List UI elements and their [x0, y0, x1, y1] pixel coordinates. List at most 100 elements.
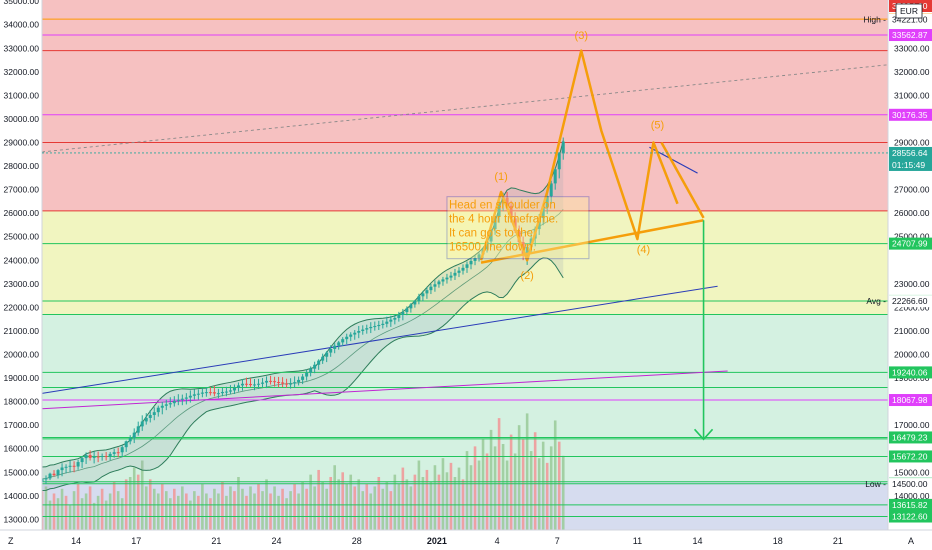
- volume-bar: [469, 465, 473, 530]
- price-tag-bg: [889, 510, 932, 523]
- countdown-label: 01:15:49: [892, 160, 925, 170]
- volume-bar: [401, 467, 405, 530]
- marker-bg: [889, 295, 932, 308]
- candle-body: [236, 385, 240, 388]
- volume-bar: [88, 486, 92, 530]
- y-tick-label: 28000.00: [4, 161, 40, 171]
- y-tick-label: 35000.00: [4, 0, 40, 6]
- volume-bar: [52, 493, 56, 530]
- volume-bar: [273, 486, 276, 530]
- y-tick-label: 33000.00: [4, 43, 40, 53]
- volume-bar: [409, 486, 413, 530]
- candle-body: [277, 382, 281, 384]
- wave-label: (3): [575, 30, 588, 42]
- pattern-line-1: [480, 219, 704, 264]
- volume-bar: [285, 498, 288, 530]
- candle-body: [64, 466, 68, 468]
- candle-body: [341, 339, 345, 343]
- candle-body: [52, 473, 56, 476]
- candle-body: [261, 382, 265, 384]
- timezone-label[interactable]: Z: [8, 536, 14, 546]
- candle-body: [244, 383, 248, 385]
- volume-bar: [529, 451, 533, 530]
- volume-bar: [261, 491, 264, 530]
- volume-bar: [84, 493, 88, 530]
- y-tick-label: 21000.00: [4, 326, 40, 336]
- currency-label[interactable]: EUR: [900, 6, 918, 16]
- candle-body: [289, 383, 293, 385]
- candle-body: [96, 456, 100, 458]
- volume-bar: [189, 500, 192, 530]
- volume-bar: [433, 465, 437, 530]
- x-tick-label: 24: [272, 536, 282, 546]
- volume-bar: [533, 432, 537, 530]
- candle-body: [248, 383, 252, 386]
- candle-body: [457, 270, 461, 273]
- candle-body: [216, 393, 220, 395]
- auto-scale-label[interactable]: A: [908, 536, 914, 546]
- pattern-line-2: [660, 141, 705, 219]
- price-tag-label: 33562.87: [892, 30, 928, 40]
- y-tick-label-right: 21000.00: [894, 326, 930, 336]
- price-level-lines: [41, 18, 889, 518]
- candle-body: [561, 141, 565, 154]
- volume-bar: [241, 488, 244, 530]
- volume-bar: [201, 484, 204, 530]
- volume-bar: [269, 493, 272, 530]
- volume-bar: [489, 429, 493, 530]
- y-tick-label: 27000.00: [4, 185, 40, 195]
- volume-bar: [313, 486, 316, 530]
- volume-bar: [453, 477, 457, 530]
- candle-body: [168, 403, 172, 405]
- price-tag-label: 16479.23: [892, 432, 928, 442]
- price-tag-label: 13615.82: [892, 500, 928, 510]
- x-tick-label: 14: [71, 536, 81, 546]
- note-box: [446, 196, 590, 260]
- marker-value: 34221.00: [892, 15, 928, 25]
- candle-body: [369, 326, 373, 329]
- volume-bar: [152, 488, 156, 530]
- candle-body: [445, 277, 449, 280]
- currency-badge[interactable]: [895, 3, 923, 19]
- price-tag-label: 18067.98: [892, 395, 928, 405]
- volume-bar: [465, 451, 469, 530]
- candle-body: [172, 400, 176, 404]
- bollinger-fill: [42, 140, 564, 491]
- candle-body: [204, 392, 208, 394]
- price-tag-bg: [889, 394, 932, 407]
- volume-bar: [509, 434, 513, 530]
- candle-body: [100, 456, 104, 458]
- candle-body: [188, 395, 192, 398]
- candle-body: [493, 216, 497, 230]
- y-tick-label: 34000.00: [4, 20, 40, 30]
- volume-bar: [56, 498, 60, 530]
- candle-body: [421, 293, 425, 297]
- candle-body: [553, 169, 557, 184]
- y-tick-label: 18000.00: [4, 397, 40, 407]
- candle-body: [325, 352, 329, 357]
- x-axis-ticks: 14 17 21 24 28 2021 4 7 11 14 18 21 Z A: [8, 536, 914, 546]
- candle-body: [56, 470, 60, 476]
- volume-bar: [365, 484, 369, 530]
- volume-bar: [116, 491, 120, 530]
- trend-line-dashed: [41, 64, 889, 153]
- volume-bar: [321, 481, 324, 530]
- volume-bar: [325, 488, 328, 530]
- volume-bar: [517, 425, 521, 530]
- candle-body: [112, 452, 116, 454]
- candle-body: [212, 392, 216, 394]
- candle-body: [549, 183, 553, 197]
- note-line: It can go's to the: [449, 228, 533, 240]
- price-tag-label: 15672.20: [892, 451, 928, 461]
- last-price-tag-bg: [889, 146, 932, 171]
- candle-body: [144, 417, 148, 422]
- candle-body: [128, 438, 132, 442]
- candle-body: [224, 391, 228, 393]
- note-line: the 4 hour timeframe.: [449, 214, 558, 226]
- volume-bar: [185, 493, 188, 530]
- wave-labels: (1) (2) (3) (4) (5): [494, 30, 664, 282]
- candle-body: [200, 392, 204, 394]
- candle-body: [72, 465, 76, 467]
- candle-body: [513, 218, 517, 232]
